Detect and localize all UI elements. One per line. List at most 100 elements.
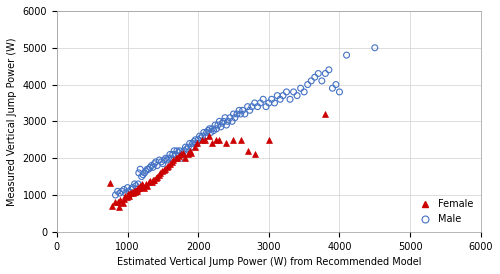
Point [262, 104, 270, 109]
Point [328, 86, 336, 90]
Point [371, 45, 379, 50]
Point [212, 138, 220, 142]
Point [201, 138, 209, 142]
Point [150, 177, 158, 182]
Point [132, 189, 140, 193]
Point [118, 201, 126, 205]
Point [226, 115, 234, 120]
Point [135, 171, 143, 175]
Point [160, 168, 168, 172]
Point [163, 158, 171, 162]
Point [125, 189, 133, 193]
Point [259, 97, 267, 101]
Point [159, 161, 167, 166]
Point [172, 152, 179, 157]
Point [142, 182, 150, 186]
Point [202, 130, 210, 135]
Point [156, 171, 164, 175]
Point [184, 152, 192, 157]
Point [193, 141, 201, 146]
Point [148, 180, 156, 184]
Point [290, 90, 298, 94]
Point [172, 156, 179, 160]
Point [132, 187, 140, 192]
Point [286, 97, 294, 101]
Point [276, 97, 284, 101]
Point [106, 181, 114, 185]
Point [134, 185, 142, 190]
Point [164, 156, 172, 160]
Point [216, 138, 224, 142]
Point [293, 93, 301, 98]
Point [130, 190, 138, 194]
Point [135, 186, 143, 190]
Point [208, 141, 216, 146]
Point [300, 90, 308, 94]
Point [175, 154, 183, 159]
Point [124, 193, 132, 197]
Point [112, 193, 120, 197]
Point [149, 178, 157, 182]
Point [214, 123, 222, 127]
Point [166, 161, 174, 166]
Point [248, 104, 256, 109]
Point [115, 205, 123, 209]
Point [170, 158, 177, 162]
Point [244, 149, 252, 153]
Point [222, 141, 230, 146]
Point [196, 134, 203, 138]
Point [336, 90, 344, 94]
Point [200, 130, 208, 135]
Point [208, 127, 216, 131]
Point [186, 141, 194, 146]
Point [158, 160, 166, 164]
Point [254, 104, 262, 109]
Point [116, 198, 124, 202]
Point [120, 196, 128, 201]
Point [265, 101, 273, 105]
Point [220, 119, 228, 124]
Point [212, 127, 220, 131]
Point [250, 101, 258, 105]
Point [176, 152, 184, 157]
Point [187, 145, 195, 149]
Point [210, 129, 218, 133]
Point [170, 149, 178, 153]
Point [156, 158, 164, 162]
Point [274, 93, 281, 98]
Point [180, 156, 188, 160]
Point [176, 149, 184, 153]
Point [187, 150, 195, 155]
Point [124, 185, 132, 190]
Point [166, 152, 174, 157]
Point [250, 152, 258, 157]
Point [268, 97, 276, 101]
Point [144, 167, 152, 172]
Point [173, 156, 181, 160]
Point [125, 193, 133, 198]
Point [128, 185, 136, 190]
Point [139, 184, 147, 188]
Point [307, 79, 315, 83]
Point [236, 138, 244, 142]
Point [216, 119, 224, 124]
Point [148, 163, 156, 168]
Point [153, 163, 161, 168]
Point [168, 160, 176, 164]
Point [218, 121, 226, 125]
Point [174, 150, 182, 155]
Point [118, 189, 126, 193]
Point [311, 75, 319, 79]
Point [246, 108, 254, 113]
Point [205, 134, 213, 138]
Point [228, 119, 236, 124]
Point [207, 130, 215, 135]
Point [190, 139, 198, 144]
Point [186, 149, 194, 153]
Point [201, 134, 209, 138]
Point [114, 189, 122, 193]
Point [342, 53, 350, 57]
Point [230, 112, 237, 116]
Point [265, 138, 273, 142]
Point [230, 138, 237, 142]
